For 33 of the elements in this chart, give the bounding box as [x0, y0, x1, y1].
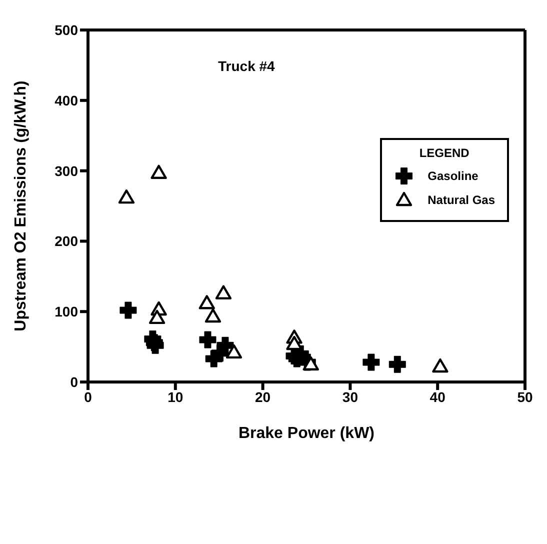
point: [388, 356, 406, 373]
point: [199, 331, 216, 348]
point: [148, 310, 166, 324]
point: [286, 336, 302, 350]
x-tick-label: 0: [84, 388, 92, 405]
x-tick-label: 50: [517, 388, 533, 405]
point: [302, 356, 319, 370]
legend-label: Gasoline: [428, 169, 478, 183]
point: [432, 358, 448, 373]
x-tick-label: 30: [342, 388, 358, 405]
y-tick-label: 400: [54, 92, 78, 108]
legend-label: Natural Gas: [428, 193, 495, 207]
point: [226, 344, 242, 359]
point: [216, 336, 234, 354]
point: [198, 295, 215, 310]
point: [215, 285, 232, 300]
point: [120, 302, 137, 319]
point: [118, 189, 135, 204]
y-tick-label: 200: [54, 233, 78, 250]
point: [204, 308, 222, 323]
y-tick-label: 300: [54, 162, 78, 179]
point: [362, 354, 380, 371]
y-tick-label: 0: [70, 374, 78, 390]
x-tick-label: 40: [430, 388, 446, 405]
point: [150, 164, 167, 180]
y-tick-label: 500: [54, 22, 78, 38]
annotation: Truck #4: [218, 58, 275, 74]
y-axis-title: Upstream O2 Emissions (g/kW.h): [12, 80, 30, 332]
x-tick-label: 20: [255, 388, 271, 405]
y-tick-label: 100: [54, 304, 78, 320]
x-tick-label: 10: [168, 388, 184, 405]
legend-title: LEGEND: [418, 146, 470, 160]
x-axis-title: Brake Power (kW): [238, 425, 375, 442]
